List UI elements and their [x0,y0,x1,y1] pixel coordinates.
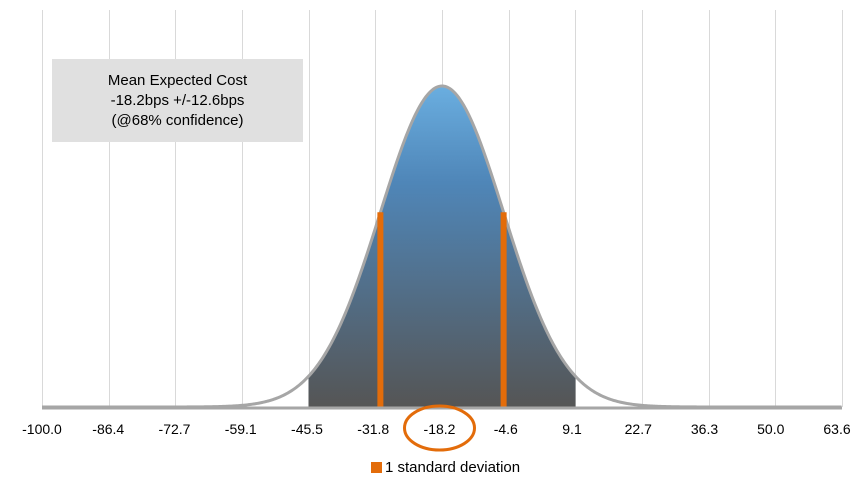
annotation-line-1: Mean Expected Cost [107,71,248,89]
x-tick-label: 63.6 [823,421,850,437]
mean-highlight-circle [403,404,476,452]
x-tick-label: -31.8 [357,421,389,437]
x-tick-label: -4.6 [494,421,518,437]
x-tick-label: 36.3 [691,421,718,437]
x-tick-label: -72.7 [159,421,191,437]
shaded-region [308,86,576,407]
legend-label: 1 standard deviation [385,459,521,476]
x-tick-label: 22.7 [625,421,652,437]
x-tick-label: -59.1 [225,421,257,437]
annotation-line-3: (@68% confidence) [111,111,244,129]
x-tick-label: 50.0 [757,421,784,437]
x-tick-label: -18.2 [424,421,456,437]
annotation-box: Mean Expected Cost -18.2bps +/-12.6bps (… [52,59,303,142]
x-tick-label: -45.5 [291,421,323,437]
annotation-line-2: -18.2bps +/-12.6bps [110,91,245,109]
x-tick-label: -86.4 [92,421,124,437]
x-tick-label: 9.1 [562,421,582,437]
legend: 1 standard deviation [371,459,520,476]
x-tick-label: -100.0 [22,421,62,437]
std-lines [377,212,507,407]
x-tick-labels: -100.0 -86.4 -72.7 -59.1 -45.5 -31.8 -18.2 -4.6… [22,421,851,437]
legend-swatch [371,462,382,473]
shaded-area [308,86,576,407]
